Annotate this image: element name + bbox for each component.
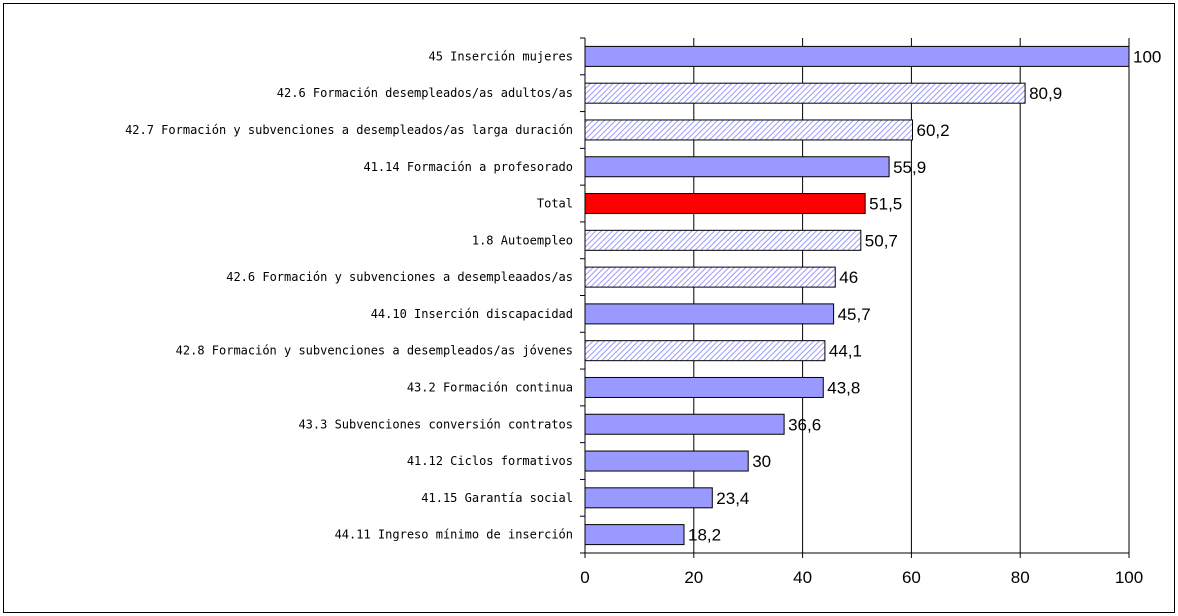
- value-label: 23,4: [716, 489, 749, 508]
- bar: [584, 82, 1026, 104]
- value-label: 43,8: [827, 378, 860, 397]
- category-label: 43.3 Subvenciones conversión contratos: [298, 417, 573, 431]
- value-label: 55,9: [893, 158, 926, 177]
- x-tick-label: 80: [1011, 568, 1030, 587]
- axis: [580, 37, 1130, 558]
- bar: [584, 450, 749, 472]
- category-label: 45 Inserción mujeres: [429, 49, 574, 63]
- category-label: 42.8 Formación y subvenciones a desemple…: [176, 344, 573, 358]
- bar: [584, 303, 835, 325]
- bar: [584, 266, 836, 288]
- value-label: 50,7: [865, 231, 898, 250]
- x-tick-label: 60: [902, 568, 921, 587]
- category-label: 41.14 Formación a profesorado: [363, 160, 573, 174]
- x-tick-label: 0: [580, 568, 589, 587]
- value-label: 46: [839, 268, 858, 287]
- labels: 0 20 40 60 80 100 45 Inserción mujeres 100 42.6 …: [125, 47, 1161, 587]
- value-label: 45,7: [838, 305, 871, 324]
- value-label: 36,6: [788, 415, 821, 434]
- value-label: 30: [752, 452, 771, 471]
- bar: [584, 413, 785, 435]
- x-tick-label: 40: [793, 568, 812, 587]
- value-label: 44,1: [829, 342, 862, 361]
- bar: [584, 376, 824, 398]
- category-label: 41.12 Ciclos formativos: [407, 454, 573, 468]
- value-label: 100: [1133, 47, 1161, 66]
- bar: [584, 229, 862, 251]
- category-label: 44.10 Inserción discapacidad: [371, 307, 573, 321]
- bar: [584, 487, 713, 509]
- bar: [584, 45, 1130, 67]
- x-tick-label: 20: [684, 568, 703, 587]
- x-tick-label: 100: [1115, 568, 1143, 587]
- bar: [584, 119, 913, 141]
- category-label: 43.2 Formación continua: [407, 380, 573, 394]
- category-label: 42.7 Formación y subvenciones a desemple…: [125, 123, 573, 137]
- category-label: 44.11 Ingreso mínimo de inserción: [335, 528, 573, 542]
- bar: [584, 156, 890, 178]
- value-label: 60,2: [916, 121, 949, 140]
- category-label: 41.15 Garantía social: [421, 491, 573, 505]
- value-label: 51,5: [869, 195, 902, 214]
- category-label: 42.6 Formación y subvenciones a desemple…: [226, 270, 573, 284]
- value-label: 80,9: [1029, 84, 1062, 103]
- category-label: 42.6 Formación desempleados/as adultos/a…: [277, 86, 573, 100]
- bar: [584, 193, 866, 215]
- bars: [584, 45, 1130, 546]
- value-label: 18,2: [688, 526, 721, 545]
- category-label: Total: [537, 197, 573, 211]
- category-label: 1.8 Autoempleo: [472, 233, 573, 247]
- bar: [584, 340, 826, 362]
- bar: [584, 524, 685, 546]
- grid-lines: [693, 38, 1130, 553]
